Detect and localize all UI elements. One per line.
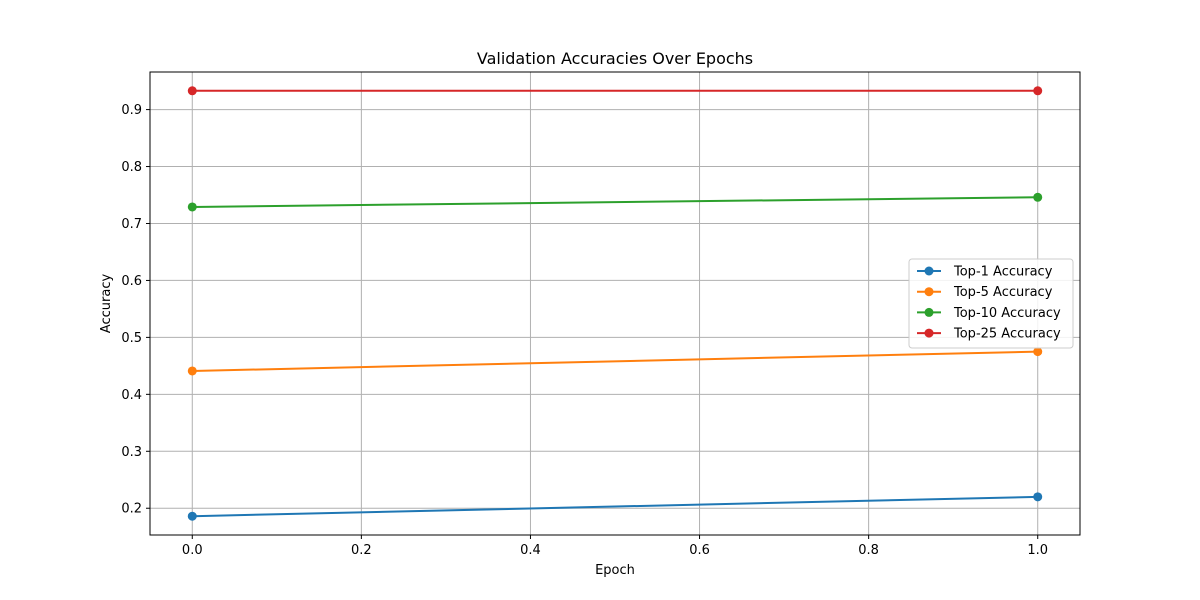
data-point: [1033, 347, 1043, 357]
y-tick-label: 0.8: [121, 160, 142, 175]
x-tick-label: 0.4: [520, 543, 541, 558]
chart-title: Validation Accuracies Over Epochs: [477, 49, 753, 68]
legend-marker: [924, 307, 934, 317]
legend-marker: [924, 287, 934, 297]
data-point: [187, 511, 197, 521]
series-layer: [187, 86, 1043, 521]
data-point: [1033, 192, 1043, 202]
data-point: [187, 366, 197, 376]
plot-area-frame: [149, 71, 1081, 536]
y-axis-title: Accuracy: [99, 274, 114, 334]
legend-label: Top-5 Accuracy: [953, 285, 1053, 300]
legend-marker: [924, 328, 934, 338]
y-tick-label: 0.7: [121, 217, 142, 232]
y-tick-label: 0.9: [121, 103, 142, 118]
y-tick-label: 0.4: [121, 388, 142, 403]
legend-marker: [924, 266, 934, 276]
legend-label: Top-1 Accuracy: [953, 265, 1053, 280]
legend-label: Top-25 Accuracy: [953, 327, 1061, 342]
y-tick-label: 0.6: [121, 274, 142, 289]
y-tick-label: 0.2: [121, 502, 142, 517]
legend: Top-1 Accuracy Top-5 Accuracy Top-10 Accur…: [908, 258, 1074, 349]
x-tick-label: 0.6: [689, 543, 710, 558]
x-tick-label: 1.0: [1027, 543, 1048, 558]
legend-box: [908, 258, 1074, 349]
x-tick-label: 0.8: [858, 543, 879, 558]
y-tick-label: 0.3: [121, 445, 142, 460]
data-point: [1033, 492, 1043, 502]
x-axis-title: Epoch: [595, 563, 635, 578]
series-line-1: [192, 495, 1038, 518]
data-point: [187, 86, 197, 96]
x-tick-label: 0.0: [182, 543, 203, 558]
y-tick-label: 0.5: [121, 331, 142, 346]
series-line-2: [192, 350, 1038, 372]
data-point: [1033, 86, 1043, 96]
x-tick-label: 0.2: [351, 543, 372, 558]
data-point: [187, 202, 197, 212]
series-line-3: [192, 196, 1038, 208]
legend-label: Top-10 Accuracy: [953, 306, 1061, 321]
axis-ticks: 0.0 0.2 0.4 0.6 0.8 1.0 0.2 0.3 0.4 0.5 0.6 0.7 0.8 0…: [121, 103, 1048, 558]
